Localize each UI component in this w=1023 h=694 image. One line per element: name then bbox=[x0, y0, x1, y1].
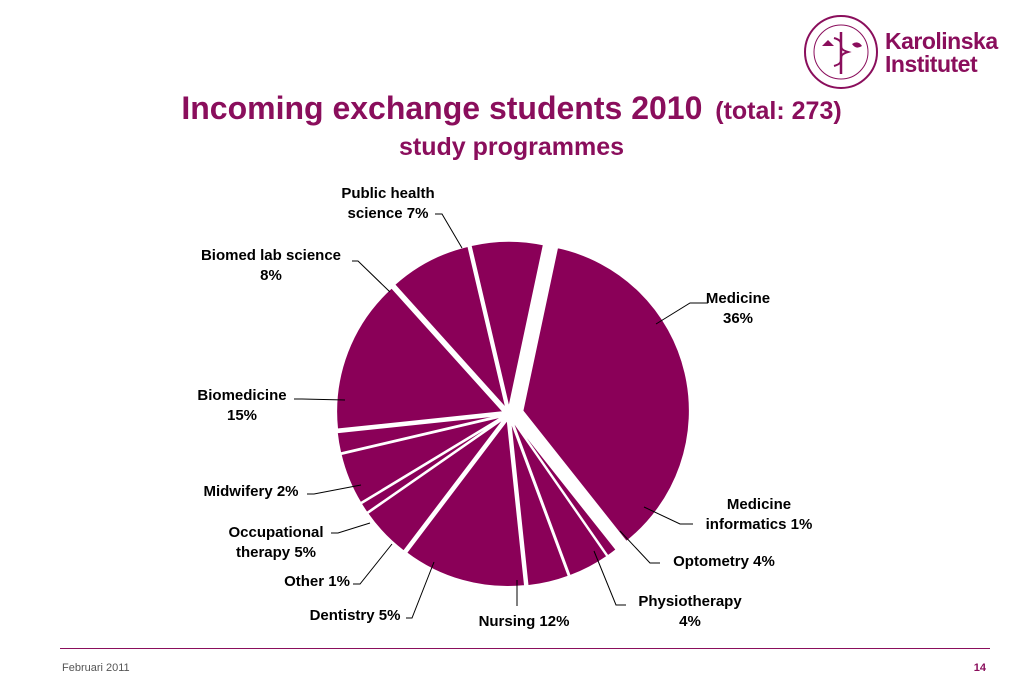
slice-label: Optometry 4% bbox=[673, 553, 775, 570]
slice-label: Biomed lab science 8% bbox=[201, 247, 341, 284]
title-main: Incoming exchange students 2010 bbox=[181, 90, 703, 126]
pie-slice-biomedicine bbox=[335, 286, 505, 431]
leader-line bbox=[331, 522, 371, 534]
slice-label: Midwifery 2% bbox=[203, 483, 298, 500]
pie-slice-medicine bbox=[521, 246, 691, 543]
slice-label: Other 1% bbox=[284, 573, 350, 590]
pie-slice-midwifery bbox=[336, 414, 504, 455]
leader-line bbox=[655, 302, 708, 325]
pie-slices bbox=[335, 240, 691, 588]
leader-line bbox=[643, 506, 693, 525]
pie-slice-nursing bbox=[405, 417, 526, 588]
slice-label: Biomedicine 15% bbox=[197, 387, 286, 424]
leader-line bbox=[406, 561, 435, 619]
pie-slice-physiotherapy bbox=[509, 419, 570, 587]
slice-label: Physiotherapy 4% bbox=[638, 593, 742, 630]
chart-title: Incoming exchange students 2010 (total: … bbox=[0, 88, 1023, 131]
pie-slice-medicine-informatics bbox=[511, 418, 618, 557]
pie-slice-biomed-lab-science bbox=[393, 245, 507, 410]
pie-slice-other bbox=[360, 416, 505, 514]
leader-line bbox=[307, 484, 362, 495]
pie-slice-dentistry bbox=[366, 417, 506, 553]
slice-label: Medicine 36% bbox=[706, 290, 770, 327]
slice-label: Dentistry 5% bbox=[310, 607, 401, 624]
slice-label: Nursing 12% bbox=[479, 613, 570, 630]
slice-labels: Medicine 36% Medicine informatics 1% Optomet… bbox=[197, 185, 812, 630]
logo-wordmark: Karolinska Institutet bbox=[885, 30, 998, 76]
logo-line-1: Karolinska bbox=[885, 28, 998, 54]
leader-line bbox=[294, 398, 346, 401]
leader-lines bbox=[294, 213, 708, 619]
pie-slice-optometry bbox=[511, 418, 609, 577]
footer-date: Februari 2011 bbox=[62, 662, 130, 674]
chart-subtitle: study programmes bbox=[398, 133, 625, 161]
leader-line bbox=[435, 213, 463, 249]
slice-label: Occupational therapy 5% bbox=[228, 524, 323, 561]
leader-line bbox=[352, 260, 391, 293]
leader-line bbox=[353, 543, 393, 585]
logo-line-2: Institutet bbox=[885, 51, 978, 77]
leader-line bbox=[619, 530, 660, 564]
pie-slice-public-health-science bbox=[469, 240, 545, 409]
leader-line bbox=[593, 550, 626, 606]
page-number: 14 bbox=[973, 662, 986, 674]
footer-divider bbox=[60, 648, 990, 649]
slice-label: Public health science 7% bbox=[341, 185, 434, 222]
pie-slice-occupational-therapy bbox=[339, 415, 504, 504]
asclepius-seal-icon bbox=[804, 15, 878, 89]
slice-label: Medicine informatics 1% bbox=[706, 496, 813, 533]
title-total: (total: 273) bbox=[715, 97, 842, 125]
